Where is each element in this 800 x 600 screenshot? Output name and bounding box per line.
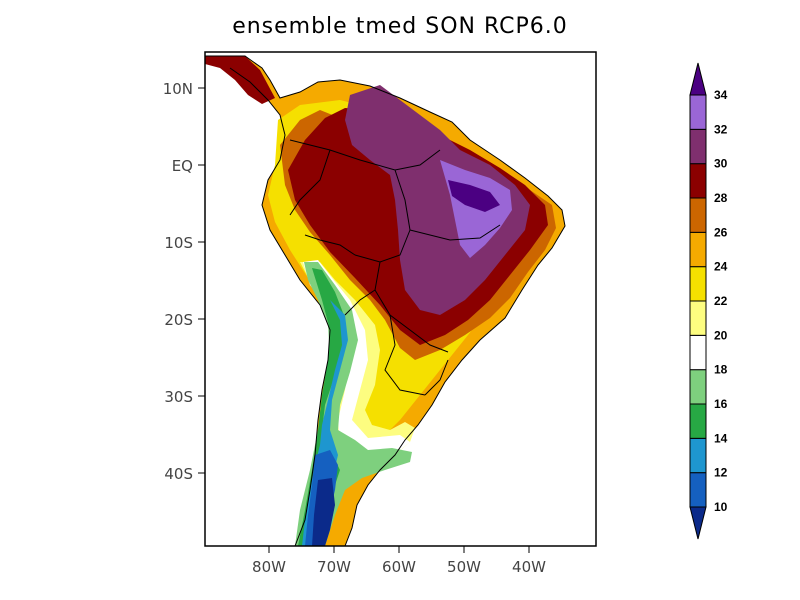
- lat-label-30s: 30S: [164, 388, 193, 406]
- lat-label-eq: EQ: [172, 157, 193, 175]
- colorbar-box: [689, 128, 707, 165]
- lat-axis: [198, 87, 205, 474]
- country-borders: [205, 55, 566, 546]
- colorbar-box: [689, 163, 707, 199]
- colorbar: 10 12 14 16 18 20 22 24 26 28 30 32 34: [689, 62, 728, 540]
- colorbar-box: [689, 369, 707, 405]
- zone-36: [448, 180, 500, 212]
- lon-label-50w: 50W: [447, 558, 481, 576]
- colorbar-label: 28: [714, 191, 728, 205]
- colorbar-box: [689, 266, 707, 302]
- coastline: [205, 55, 566, 546]
- colorbar-label: 12: [714, 466, 728, 480]
- colorbar-box: [689, 94, 707, 130]
- colorbar-label: 26: [714, 225, 728, 239]
- colorbar-box: [689, 197, 707, 233]
- colorbar-label: 34: [714, 88, 728, 102]
- colorbar-low-triangle: [689, 506, 707, 540]
- lon-label-70w: 70W: [317, 558, 351, 576]
- lat-label-10n: 10N: [163, 80, 193, 98]
- lon-label-40w: 40W: [512, 558, 546, 576]
- colorbar-label: 24: [714, 260, 728, 274]
- colorbar-label: 22: [714, 294, 728, 308]
- temperature-field: [205, 56, 565, 546]
- colorbar-label: 32: [714, 122, 728, 136]
- lon-label-60w: 60W: [382, 558, 416, 576]
- zone-8: [312, 478, 335, 546]
- colorbar-label: 30: [714, 157, 728, 171]
- colorbar-label: 10: [714, 500, 728, 514]
- zone-32: [345, 85, 530, 315]
- zone-30-north: [205, 56, 275, 104]
- colorbar-box: [689, 472, 707, 508]
- map-frame: [204, 51, 597, 547]
- colorbar-label: 14: [714, 431, 728, 445]
- colorbar-label: 16: [714, 397, 728, 411]
- colorbar-high-triangle: [689, 62, 707, 96]
- colorbar-box: [689, 231, 707, 268]
- lat-label-40s: 40S: [164, 465, 193, 483]
- border-lines: [289, 139, 501, 396]
- colorbar-box: [689, 300, 707, 336]
- colorbar-label: 20: [714, 328, 728, 342]
- lat-label-10s: 10S: [164, 234, 193, 252]
- lon-axis: [268, 546, 530, 553]
- lon-label-80w: 80W: [252, 558, 286, 576]
- lat-label-20s: 20S: [164, 311, 193, 329]
- colorbar-box: [689, 437, 707, 474]
- colorbar-box: [689, 403, 707, 439]
- colorbar-label: 18: [714, 363, 728, 377]
- map-title: ensemble tmed SON RCP6.0: [232, 14, 568, 39]
- colorbar-box: [689, 334, 707, 371]
